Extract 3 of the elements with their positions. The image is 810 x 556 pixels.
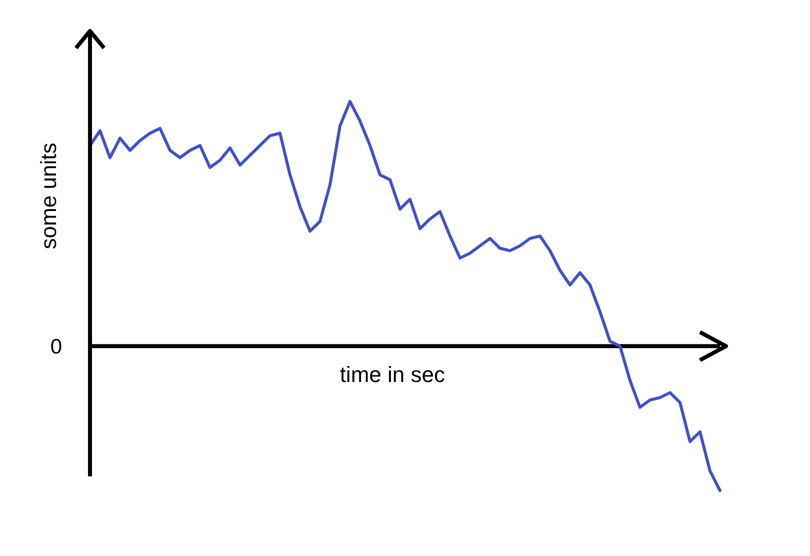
ref-line-label: 0 xyxy=(50,336,62,359)
y-axis-title: some units xyxy=(36,142,61,250)
x-axis-title: time in sec xyxy=(340,362,445,388)
